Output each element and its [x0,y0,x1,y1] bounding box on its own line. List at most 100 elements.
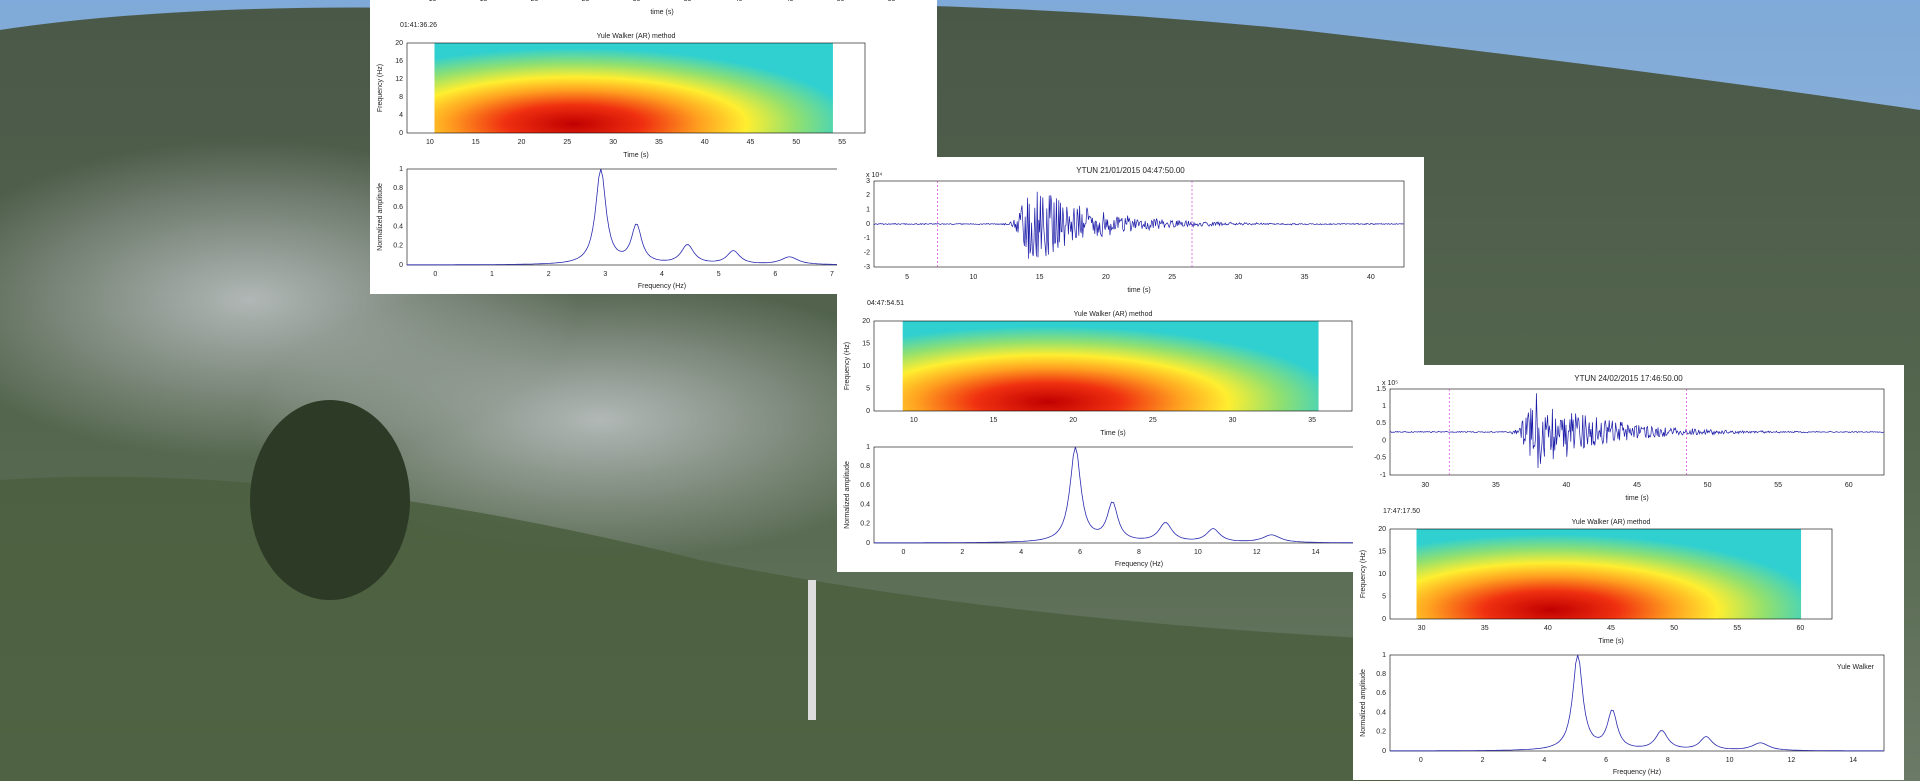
x-tick-label: 50 [837,0,845,3]
x-tick-label: 15 [472,139,480,146]
y-tick-label: 0.4 [393,223,403,230]
y-tick-label: 0.2 [1376,729,1386,736]
y-tick-label: 0.8 [393,185,403,192]
y-tick-label: 1 [399,166,403,173]
x-axis-label: Frequency (Hz) [1613,769,1661,776]
x-tick-label: 35 [1308,417,1316,424]
x-axis-label: Time (s) [1598,638,1623,645]
panel-figure: YTUN 21/01/2015 04:47:50.00x 10⁴3210-1-2… [844,166,1405,568]
y-tick-label: 1 [1382,403,1386,410]
x-tick-label: 8 [1666,757,1670,764]
x-tick-label: 40 [701,139,709,146]
y-tick-label: 0 [399,262,403,269]
axis-exponent: x 10⁴ [866,172,882,179]
time-mark: 04:47:54.51 [867,300,904,307]
y-tick-label: -1 [1380,472,1386,479]
y-tick-label: -1 [864,235,870,242]
x-tick-label: 30 [1421,482,1429,489]
x-tick-label: 15 [990,417,998,424]
plot-frame [406,42,866,134]
x-tick-label: 0 [901,549,905,556]
y-tick-label: 0 [866,540,870,547]
spectrogram-image [1416,529,1802,619]
y-tick-label: 0 [1382,748,1386,755]
y-axis-label: Normalized amplitude [377,183,384,251]
x-tick-label: 30 [1229,417,1237,424]
spectrogram-title: Yule Walker (AR) method [1572,519,1651,526]
spectrogram-image [902,321,1319,411]
y-tick-label: 0.2 [393,243,403,250]
x-tick-label: 30 [1234,274,1242,281]
time-mark: 17:47:17.50 [1383,508,1420,515]
x-axis-label: time (s) [1127,287,1150,294]
y-tick-label: 0.2 [860,521,870,528]
x-tick-label: 4 [1542,757,1546,764]
y-tick-label: 5 [1382,593,1386,600]
plot-frame [873,446,1405,544]
x-tick-label: 10 [1194,549,1202,556]
x-tick-label: 50 [1670,625,1678,632]
x-tick-label: 10 [429,0,437,3]
plot-frame [1389,654,1885,752]
x-tick-label: 20 [1069,417,1077,424]
time-mark: 01:41:36.26 [400,22,437,29]
spectrogram-image [434,43,833,133]
x-tick-label: 14 [1312,549,1320,556]
x-tick-label: 1 [490,271,494,278]
y-tick-label: 1 [866,444,870,451]
x-tick-label: 35 [1301,274,1309,281]
y-tick-label: -2 [864,250,870,257]
x-tick-label: 0 [1419,757,1423,764]
y-axis-label: Frequency (Hz) [377,64,384,112]
x-axis-label: Frequency (Hz) [1115,561,1163,568]
x-tick-label: 50 [792,139,800,146]
x-tick-label: 30 [609,139,617,146]
spectrum-curve [1390,654,1885,752]
x-tick-label: 55 [1774,482,1782,489]
y-tick-label: 0.6 [1376,690,1386,697]
y-tick-label: 4 [399,112,403,119]
seismogram-panel: 10152025303540455055time (s)01:41:36.26Y… [370,0,937,294]
seismogram-panel: YTUN 21/01/2015 04:47:50.00 x 10⁴ 3 2 1 0 -1 -2… [837,157,1424,572]
x-tick-label: 10 [426,139,434,146]
x-tick-label: 25 [1168,274,1176,281]
x-axis-label: time (s) [1625,495,1648,502]
x-tick-label: 60 [1845,482,1853,489]
x-tick-label: 45 [1633,482,1641,489]
y-tick-label: 20 [395,40,403,47]
y-tick-label: 1 [1382,652,1386,659]
y-tick-label: 3 [866,178,870,185]
spectrum-curve [407,168,918,266]
x-tick-label: 8 [1137,549,1141,556]
plot-frame [873,320,1353,412]
x-tick-label: 14 [1849,757,1857,764]
y-tick-label: 0.6 [393,204,403,211]
x-tick-label: 25 [563,139,571,146]
x-tick-label: 6 [1604,757,1608,764]
x-tick-label: 2 [960,549,964,556]
x-tick-label: 20 [518,139,526,146]
x-tick-label: 10 [1726,757,1734,764]
y-tick-label: 0.5 [1376,420,1386,427]
plot-frame [1389,528,1833,620]
panel-figure: 10152025303540455055time (s)01:41:36.26Y… [377,0,918,290]
spectrogram-title: Yule Walker (AR) method [1074,311,1153,318]
x-tick-label: 10 [910,417,918,424]
y-tick-label: 1.5 [1376,386,1386,393]
y-tick-label: 8 [399,94,403,101]
seismogram-panel: YTUN 24/02/2015 17:46:50.00 x 10⁵ 1.5 1 0.5 0… [1353,365,1904,780]
x-tick-label: 12 [1787,757,1795,764]
y-tick-label: 16 [395,58,403,65]
x-tick-label: 7 [830,271,834,278]
y-tick-label: 0 [866,221,870,228]
y-tick-label: 10 [1378,571,1386,578]
x-tick-label: 55 [888,0,896,3]
x-tick-label: 40 [1563,482,1571,489]
y-axis-label: Frequency (Hz) [844,342,851,390]
x-tick-label: 35 [1481,625,1489,632]
y-tick-label: 0 [866,408,870,415]
x-tick-label: 55 [838,139,846,146]
y-tick-label: 0.8 [860,463,870,470]
spectrogram-title: Yule Walker (AR) method [597,33,676,40]
